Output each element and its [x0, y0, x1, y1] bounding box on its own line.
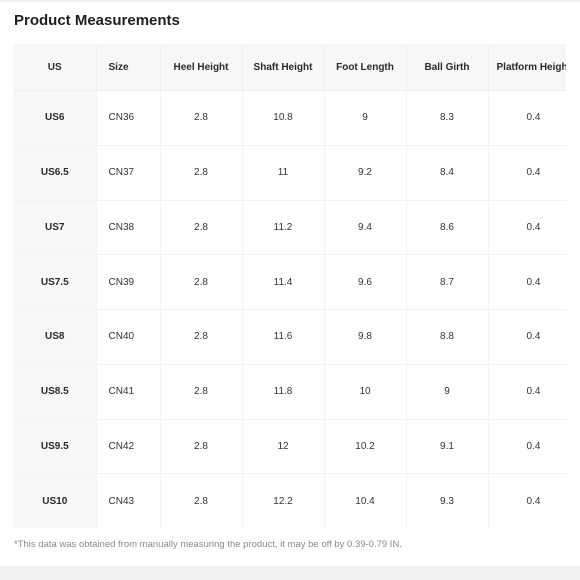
- cell-foot-length: 10.4: [324, 473, 407, 528]
- cell-size: CN39: [96, 254, 161, 310]
- header-us: US: [14, 44, 97, 91]
- cell-us: US10: [14, 473, 97, 528]
- cell-us: US7.5: [14, 254, 97, 310]
- cell-heel-height: 2.8: [160, 145, 243, 201]
- cell-size: CN42: [96, 419, 161, 475]
- cell-platform-height: 0.4: [488, 419, 566, 475]
- table-body: US6 CN36 2.8 10.8 9 8.3 0.4 US6.5 CN37 2…: [14, 90, 566, 528]
- table-row: US7.5 CN39 2.8 11.4 9.6 8.7 0.4: [14, 254, 566, 310]
- table-row: US8.5 CN41 2.8 11.8 10 9 0.4: [14, 364, 566, 420]
- cell-ball-girth: 8.3: [406, 90, 489, 146]
- cell-shaft-height: 11.2: [242, 200, 325, 256]
- cell-us: US6.5: [14, 145, 97, 201]
- cell-platform-height: 0.4: [488, 364, 566, 420]
- cell-size: CN37: [96, 145, 161, 201]
- bottom-divider: [0, 566, 580, 580]
- cell-platform-height: 0.4: [488, 473, 566, 528]
- cell-size: CN40: [96, 309, 161, 365]
- cell-us: US6: [14, 90, 97, 146]
- cell-foot-length: 9.6: [324, 254, 407, 310]
- header-heel-height: Heel Height: [160, 44, 243, 91]
- header-shaft-height: Shaft Height: [242, 44, 325, 91]
- table-row: US6.5 CN37 2.8 11 9.2 8.4 0.4: [14, 145, 566, 201]
- cell-shaft-height: 11.6: [242, 309, 325, 365]
- table-row: US6 CN36 2.8 10.8 9 8.3 0.4: [14, 90, 566, 146]
- measurements-table-container: US Size Heel Height Shaft Height Foot Le…: [14, 44, 566, 528]
- cell-shaft-height: 12.2: [242, 473, 325, 528]
- cell-us: US7: [14, 200, 97, 256]
- measurement-disclaimer: *This data was obtained from manually me…: [14, 539, 402, 550]
- cell-us: US8.5: [14, 364, 97, 420]
- cell-shaft-height: 11: [242, 145, 325, 201]
- cell-foot-length: 9: [324, 90, 407, 146]
- header-platform-height: Platform Height: [488, 44, 566, 91]
- cell-shaft-height: 11.4: [242, 254, 325, 310]
- cell-heel-height: 2.8: [160, 200, 243, 256]
- cell-heel-height: 2.8: [160, 309, 243, 365]
- cell-heel-height: 2.8: [160, 90, 243, 146]
- table-row: US9.5 CN42 2.8 12 10.2 9.1 0.4: [14, 419, 566, 475]
- cell-ball-girth: 9.1: [406, 419, 489, 475]
- table-row: US7 CN38 2.8 11.2 9.4 8.6 0.4: [14, 200, 566, 256]
- cell-platform-height: 0.4: [488, 200, 566, 256]
- cell-platform-height: 0.4: [488, 145, 566, 201]
- cell-shaft-height: 11.8: [242, 364, 325, 420]
- cell-heel-height: 2.8: [160, 419, 243, 475]
- cell-heel-height: 2.8: [160, 473, 243, 528]
- cell-size: CN38: [96, 200, 161, 256]
- cell-ball-girth: 9: [406, 364, 489, 420]
- cell-ball-girth: 8.6: [406, 200, 489, 256]
- table-row: US10 CN43 2.8 12.2 10.4 9.3 0.4: [14, 473, 566, 528]
- cell-heel-height: 2.8: [160, 254, 243, 310]
- cell-us: US8: [14, 309, 97, 365]
- cell-size: CN43: [96, 473, 161, 528]
- cell-foot-length: 10: [324, 364, 407, 420]
- cell-ball-girth: 9.3: [406, 473, 489, 528]
- cell-platform-height: 0.4: [488, 90, 566, 146]
- cell-ball-girth: 8.8: [406, 309, 489, 365]
- header-size: Size: [96, 44, 161, 91]
- cell-size: CN41: [96, 364, 161, 420]
- page-title: Product Measurements: [14, 12, 180, 29]
- cell-ball-girth: 8.7: [406, 254, 489, 310]
- measurements-table: US Size Heel Height Shaft Height Foot Le…: [14, 44, 566, 528]
- table-row: US8 CN40 2.8 11.6 9.8 8.8 0.4: [14, 309, 566, 365]
- cell-size: CN36: [96, 90, 161, 146]
- header-foot-length: Foot Length: [324, 44, 407, 91]
- top-divider: [0, 0, 580, 2]
- header-ball-girth: Ball Girth: [406, 44, 489, 91]
- cell-foot-length: 9.4: [324, 200, 407, 256]
- table-header: US Size Heel Height Shaft Height Foot Le…: [14, 44, 566, 91]
- cell-shaft-height: 10.8: [242, 90, 325, 146]
- cell-foot-length: 9.2: [324, 145, 407, 201]
- cell-ball-girth: 8.4: [406, 145, 489, 201]
- cell-platform-height: 0.4: [488, 254, 566, 310]
- header-row: US Size Heel Height Shaft Height Foot Le…: [14, 44, 566, 91]
- cell-us: US9.5: [14, 419, 97, 475]
- cell-shaft-height: 12: [242, 419, 325, 475]
- cell-platform-height: 0.4: [488, 309, 566, 365]
- cell-foot-length: 9.8: [324, 309, 407, 365]
- cell-heel-height: 2.8: [160, 364, 243, 420]
- cell-foot-length: 10.2: [324, 419, 407, 475]
